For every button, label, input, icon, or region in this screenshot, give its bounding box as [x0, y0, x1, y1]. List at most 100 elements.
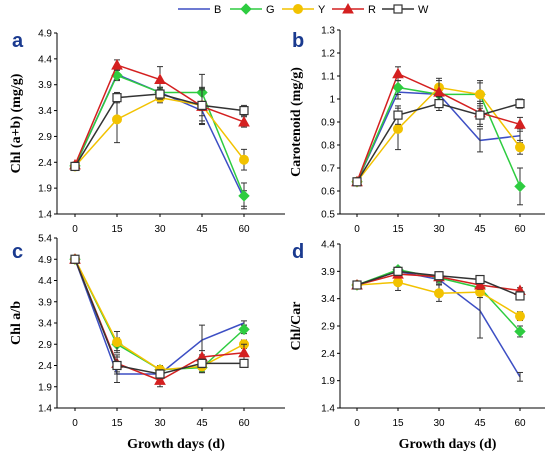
data-point-Y — [393, 123, 403, 134]
x-tick-label: 0 — [354, 224, 360, 235]
y-tick-label: 4.4 — [321, 240, 335, 251]
data-point-R — [154, 73, 166, 85]
data-point-G — [514, 180, 526, 193]
data-point-Y — [112, 114, 122, 125]
y-tick-label: 4.4 — [38, 276, 52, 287]
y-tick-label: 1 — [329, 95, 335, 106]
data-point-R — [154, 374, 166, 385]
y-tick-label: 2.9 — [321, 322, 335, 333]
x-tick-label: 45 — [196, 224, 208, 235]
x-tick-label: 0 — [72, 224, 78, 235]
legend-label-G: G — [266, 4, 275, 16]
data-point-R — [238, 346, 250, 358]
y-tick-label: 1.9 — [38, 184, 52, 195]
data-point-G — [392, 81, 404, 94]
data-point-W — [197, 358, 207, 368]
y-tick-label: 1.3 — [321, 26, 335, 37]
data-point-R — [433, 86, 445, 97]
y-tick-label: 0.5 — [321, 210, 335, 221]
y-tick-label: 2.4 — [321, 349, 335, 360]
data-point-G — [238, 190, 250, 202]
data-point-Y — [475, 89, 485, 100]
y-tick-label: 3.4 — [38, 106, 52, 117]
panel-label: a — [12, 30, 24, 52]
y-tick-label: 3.4 — [321, 294, 335, 305]
data-point-Y — [515, 311, 525, 322]
y-tick-label: 1.1 — [321, 72, 335, 83]
data-point-W — [155, 89, 165, 99]
x-tick-label: 15 — [392, 418, 404, 429]
x-tick-label: 15 — [111, 224, 123, 235]
x-axis-label: Growth days (d) — [127, 437, 225, 452]
y-tick-label: 4.9 — [38, 29, 52, 40]
series-W — [352, 266, 525, 301]
data-point-W — [393, 266, 403, 276]
data-point-W — [70, 161, 80, 172]
y-tick-label: 4.4 — [38, 54, 52, 65]
y-tick-label: 0.6 — [321, 187, 335, 198]
x-tick-label: 15 — [111, 418, 123, 429]
series-W — [70, 86, 249, 172]
data-point-W — [155, 369, 165, 379]
data-point-W — [475, 274, 485, 285]
y-tick-label: 2.9 — [38, 340, 52, 351]
legend-marker-G — [240, 3, 252, 15]
x-axis-label: Growth days (d) — [399, 437, 497, 452]
x-tick-label: 0 — [72, 418, 78, 429]
legend-label-B: B — [214, 4, 221, 16]
data-point-W — [393, 110, 403, 120]
data-point-R — [392, 67, 404, 79]
data-point-G — [238, 323, 250, 336]
x-tick-label: 30 — [154, 224, 166, 235]
y-tick-label: 3.9 — [38, 80, 52, 91]
y-tick-label: 3.9 — [321, 267, 335, 278]
data-point-Y — [434, 288, 444, 299]
series-W — [352, 96, 525, 187]
data-point-G — [514, 325, 526, 338]
y-tick-label: 0.9 — [321, 118, 335, 129]
x-tick-label: 30 — [154, 418, 166, 429]
panel-a: 1.4 1.9 2.4 2.9 3.4 3.9 4.4 4.9 0 15 30 45 60 a Chl (a… — [9, 29, 285, 235]
legend-label-Y: Y — [318, 4, 326, 16]
data-point-Y — [393, 277, 403, 288]
data-point-Y — [239, 154, 249, 165]
panel-label: c — [12, 241, 23, 263]
y-tick-label: 0.8 — [321, 141, 335, 152]
series-R — [351, 66, 526, 187]
data-point-W — [239, 358, 249, 368]
data-point-W — [434, 98, 444, 109]
data-point-W — [352, 280, 362, 290]
panel-label: d — [292, 241, 304, 263]
y-tick-label: 3.4 — [38, 319, 52, 330]
data-point-R — [514, 118, 526, 129]
legend-label-W: W — [418, 4, 429, 16]
y-tick-label: 1.9 — [38, 382, 52, 393]
data-point-Y — [515, 142, 525, 153]
y-tick-label: 5.4 — [38, 234, 52, 245]
y-axis-label: Chl (a+b) (mg/g) — [9, 73, 24, 173]
legend-marker-Y — [293, 4, 303, 14]
x-tick-label: 30 — [433, 418, 445, 429]
data-point-W — [239, 105, 249, 116]
x-tick-label: 60 — [514, 224, 526, 235]
panel-d: 1.4 1.9 2.4 2.9 3.4 3.9 4.4 0 15 30 45 60 d Chl/Car Gr… — [289, 240, 545, 452]
x-tick-label: 60 — [238, 224, 250, 235]
data-point-W — [70, 254, 80, 264]
panel-c: 1.4 1.9 2.4 2.9 3.4 3.9 4.4 4.9 5.4 0 15 30 45 60 c Chl… — [9, 234, 285, 452]
legend-marker-R — [342, 2, 354, 14]
y-tick-label: 1.4 — [38, 404, 52, 415]
y-tick-label: 0.7 — [321, 164, 335, 175]
x-tick-label: 60 — [238, 418, 250, 429]
y-tick-label: 1.2 — [321, 49, 335, 60]
y-tick-label: 2.4 — [38, 158, 52, 169]
panels: 1.4 1.9 2.4 2.9 3.4 3.9 4.4 4.9 0 15 30 45 60 a Chl (a… — [9, 26, 545, 452]
y-tick-label: 3.9 — [38, 297, 52, 308]
data-point-Y — [112, 337, 122, 348]
panel-label: b — [292, 30, 304, 52]
y-axis-label: Chl/Car — [289, 302, 304, 351]
x-tick-label: 45 — [196, 418, 208, 429]
data-point-R — [111, 59, 123, 70]
series-line-G — [74, 258, 245, 371]
